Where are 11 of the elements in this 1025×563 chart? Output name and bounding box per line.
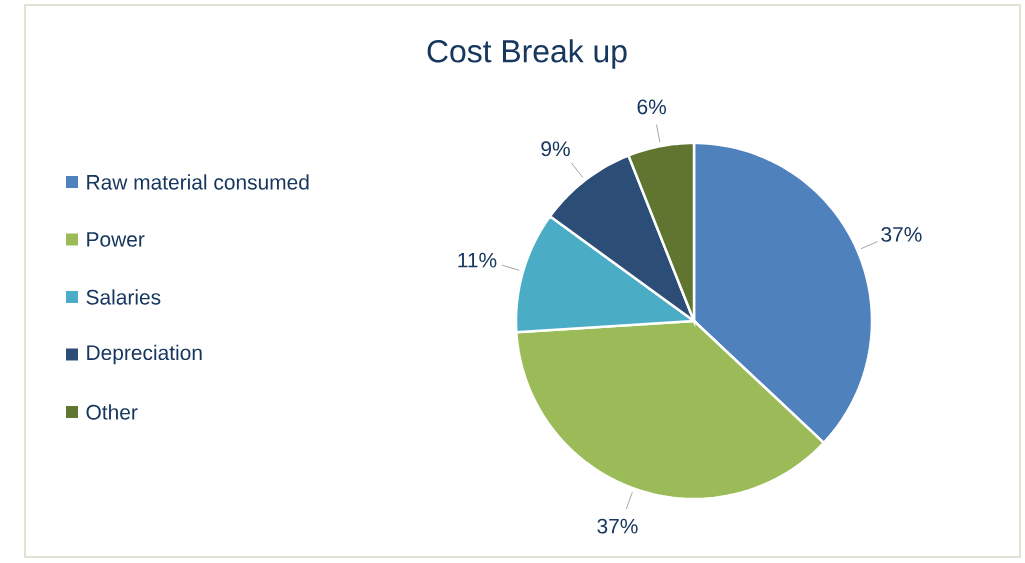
- legend-label: Power: [87, 232, 145, 247]
- legend-label: Depreciation: [87, 344, 202, 365]
- data-label: 37%: [881, 227, 922, 242]
- legend-label: Other: [86, 404, 138, 420]
- legend-label: Raw material consumed: [87, 174, 309, 190]
- chart-title: Cost Break up: [427, 39, 627, 69]
- data-label: 11%: [458, 252, 497, 268]
- data-label: 6%: [637, 99, 667, 115]
- data-label: 37%: [597, 518, 638, 534]
- data-label: 9%: [541, 141, 570, 157]
- legend-label: Salaries: [86, 289, 161, 305]
